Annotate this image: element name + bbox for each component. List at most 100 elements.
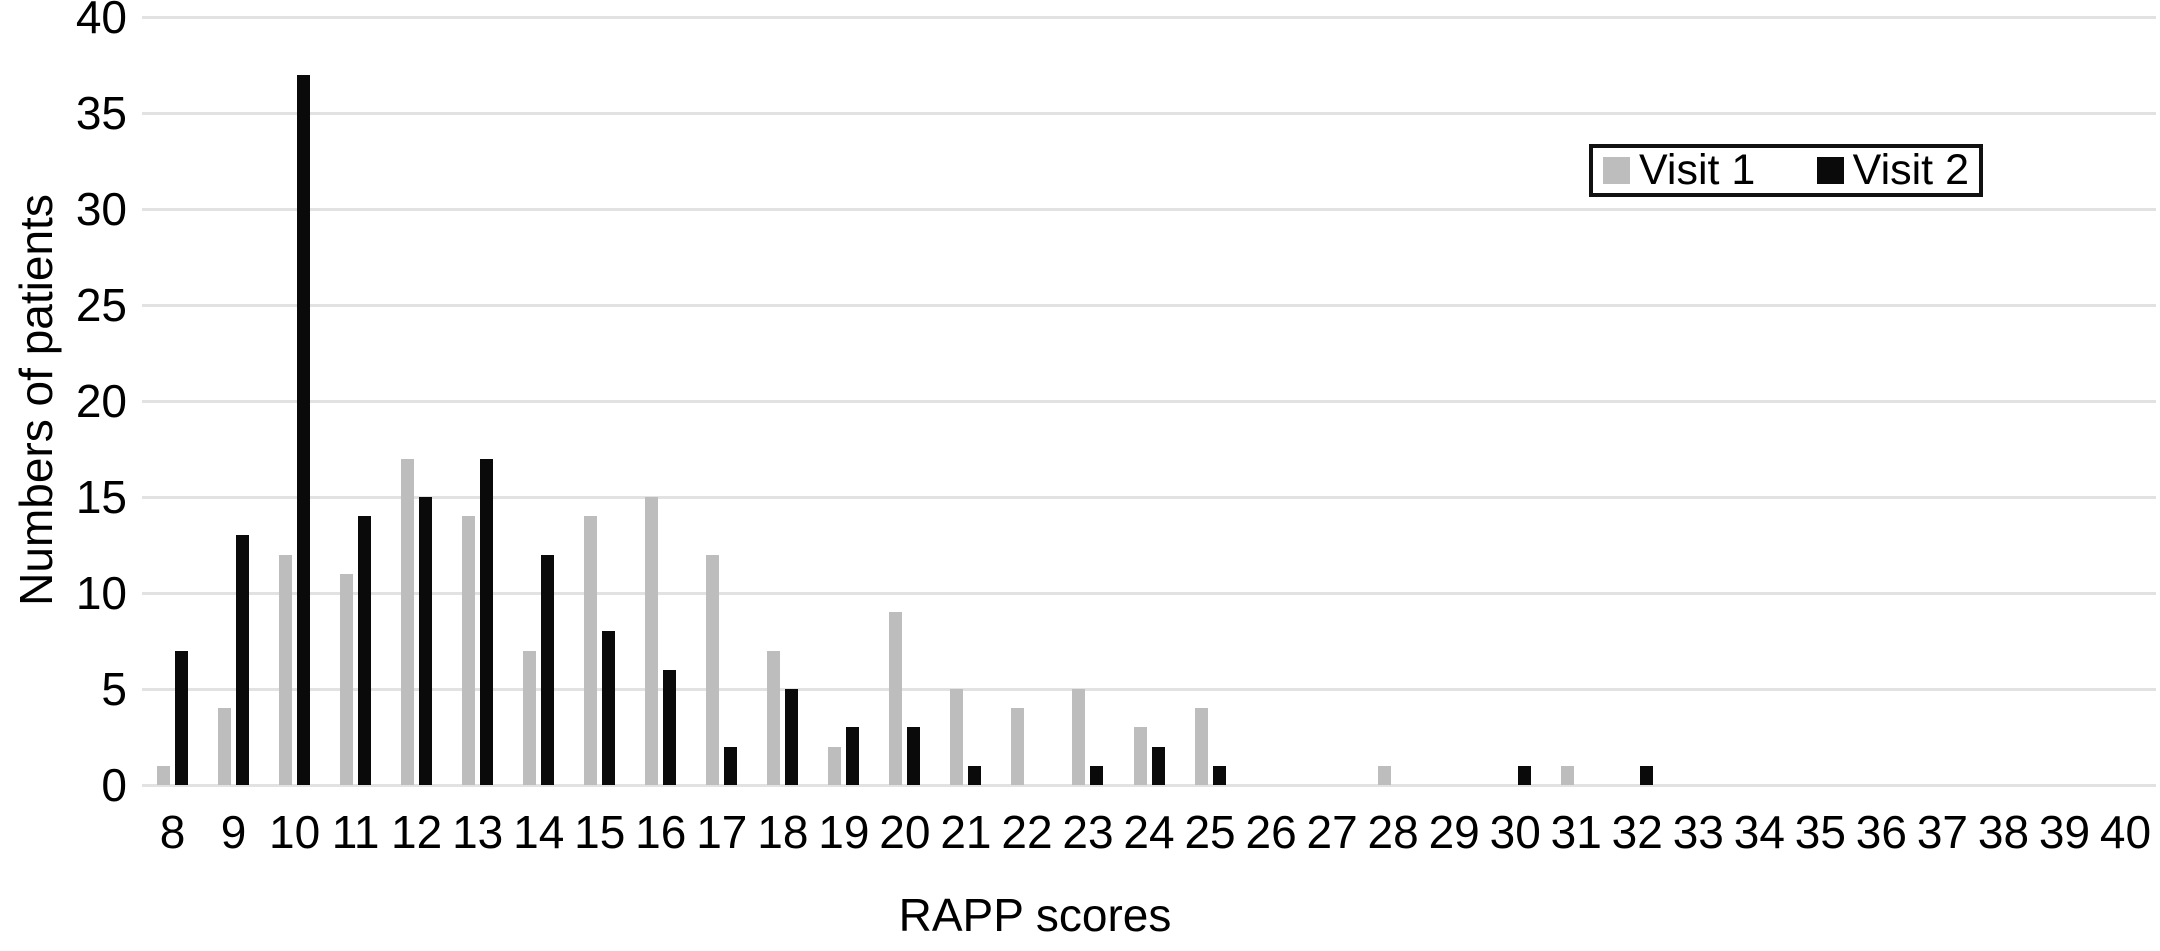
category-37 (1912, 17, 1973, 785)
x-tick-16: 16 (635, 806, 687, 858)
y-tick-25: 25 (75, 279, 127, 331)
category-8 (142, 17, 203, 785)
category-13 (447, 17, 508, 785)
category-9 (203, 17, 264, 785)
legend-item-visit2: Visit 2 (1816, 146, 1969, 194)
bar-visit1-13 (462, 516, 476, 785)
gridline-35 (142, 111, 2156, 115)
category-39 (2034, 17, 2095, 785)
gridline-5 (142, 687, 2156, 691)
bar-visit1-18 (767, 650, 781, 785)
x-tick-22: 22 (1001, 806, 1053, 858)
category-29 (1424, 17, 1485, 785)
x-tick-37: 37 (1916, 806, 1968, 858)
category-35 (1790, 17, 1851, 785)
category-23 (1057, 17, 1118, 785)
category-32 (1607, 17, 1668, 785)
bar-visit1-8 (157, 765, 171, 785)
gridline-10 (142, 591, 2156, 595)
category-18 (752, 17, 813, 785)
bar-visit2-20 (907, 727, 921, 785)
plot-area (142, 15, 2156, 787)
category-27 (1302, 17, 1363, 785)
gridline-40 (142, 15, 2156, 19)
x-tick-15: 15 (574, 806, 626, 858)
x-tick-33: 33 (1672, 806, 1724, 858)
category-25 (1180, 17, 1241, 785)
bar-visit2-25 (1212, 765, 1226, 785)
bar-visit1-12 (401, 458, 415, 785)
bar-visit1-20 (889, 612, 903, 785)
x-tick-35: 35 (1794, 806, 1846, 858)
bar-visit1-19 (828, 746, 842, 785)
y-tick-30: 30 (75, 183, 127, 235)
gridline-0 (142, 783, 2156, 787)
x-tick-34: 34 (1733, 806, 1785, 858)
bar-visit2-14 (541, 554, 555, 785)
x-tick-27: 27 (1306, 806, 1358, 858)
y-tick-15: 15 (75, 471, 127, 523)
bar-visit1-24 (1133, 727, 1147, 785)
x-tick-29: 29 (1428, 806, 1480, 858)
y-tick-40: 40 (75, 0, 127, 43)
gridline-25 (142, 303, 2156, 307)
x-tick-28: 28 (1367, 806, 1419, 858)
category-31 (1546, 17, 1607, 785)
bar-visit2-13 (480, 458, 494, 785)
bars-layer (142, 17, 2156, 785)
x-tick-11: 11 (331, 806, 380, 858)
category-19 (813, 17, 874, 785)
legend-label-visit2: Visit 2 (1852, 146, 1969, 194)
bar-visit1-14 (523, 650, 537, 785)
bar-visit2-23 (1090, 765, 1104, 785)
legend-label-visit1: Visit 1 (1639, 146, 1756, 194)
bar-visit2-18 (785, 689, 799, 785)
x-tick-10: 10 (268, 806, 321, 858)
category-38 (1973, 17, 2034, 785)
legend-item-visit1: Visit 1 (1603, 149, 1755, 192)
x-tick-9: 9 (220, 806, 247, 858)
bar-visit2-32 (1639, 765, 1653, 785)
category-12 (386, 17, 447, 785)
x-tick-30: 30 (1489, 806, 1541, 858)
x-tick-38: 38 (1977, 806, 2030, 858)
y-tick-0: 0 (101, 759, 127, 811)
x-tick-19: 19 (818, 806, 870, 858)
bar-visit2-21 (968, 765, 982, 785)
bar-visit2-8 (175, 650, 189, 785)
x-tick-32: 32 (1611, 806, 1663, 858)
bar-visit1-25 (1194, 708, 1208, 785)
bar-visit2-12 (419, 497, 433, 785)
bar-visit2-16 (663, 669, 677, 785)
x-tick-36: 36 (1855, 806, 1907, 858)
x-tick-18: 18 (757, 806, 809, 858)
category-14 (508, 17, 569, 785)
bar-visit1-11 (340, 573, 354, 785)
visit1-swatch (1603, 157, 1630, 184)
category-17 (691, 17, 752, 785)
x-tick-26: 26 (1245, 806, 1297, 858)
category-22 (996, 17, 1057, 785)
y-tick-35: 35 (75, 87, 127, 139)
x-tick-20: 20 (879, 806, 931, 858)
y-tick-5: 5 (101, 663, 127, 715)
x-tick-23: 23 (1062, 806, 1114, 858)
x-tick-24: 24 (1123, 806, 1175, 858)
bar-visit1-9 (218, 708, 232, 785)
bar-visit1-31 (1560, 765, 1574, 785)
category-33 (1668, 17, 1729, 785)
category-34 (1729, 17, 1790, 785)
bar-visit2-15 (602, 631, 616, 785)
category-24 (1119, 17, 1180, 785)
x-tick-17: 17 (696, 806, 748, 858)
bar-visit1-28 (1377, 765, 1391, 785)
bar-visit1-22 (1011, 708, 1025, 785)
x-tick-21: 21 (940, 806, 992, 858)
x-axis-title: RAPP scores (898, 889, 1172, 941)
bar-visit1-10 (279, 554, 293, 785)
category-11 (325, 17, 386, 785)
x-tick-14: 14 (513, 806, 565, 858)
x-tick-31: 31 (1550, 806, 1602, 858)
y-tick-20: 20 (75, 375, 127, 427)
